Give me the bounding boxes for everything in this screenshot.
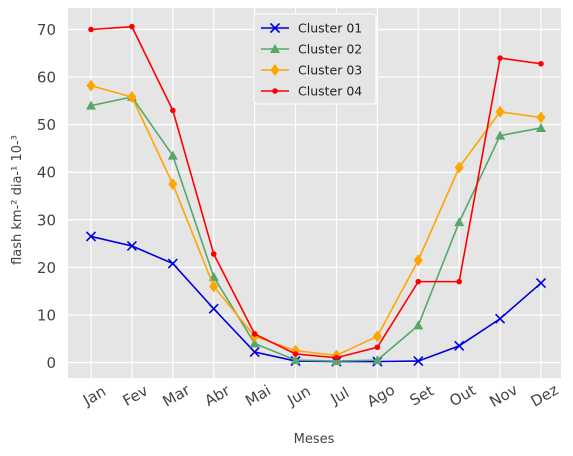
legend-item: Cluster 02 xyxy=(261,42,362,57)
y-tick-label: 0 xyxy=(46,354,56,372)
x-tick-label: Jan xyxy=(79,382,109,410)
data-point xyxy=(374,344,381,351)
x-tick-label: Set xyxy=(407,382,437,410)
data-point xyxy=(208,303,219,314)
y-tick-label: 30 xyxy=(37,211,56,229)
data-point xyxy=(167,150,178,160)
series-line xyxy=(90,96,542,362)
legend-marker xyxy=(272,88,278,94)
data-point xyxy=(495,313,506,324)
x-axis-label: Meses xyxy=(294,432,335,447)
data-point xyxy=(454,217,465,227)
data-point xyxy=(127,91,137,104)
data-point xyxy=(456,278,462,285)
series-line xyxy=(90,25,542,359)
data-point xyxy=(333,354,340,361)
data-point xyxy=(167,258,178,269)
series-layer xyxy=(85,23,547,367)
series-line xyxy=(90,84,542,357)
y-tick-label: 50 xyxy=(37,116,56,134)
x-tick-label: Abr xyxy=(201,381,233,410)
legend-label: Cluster 03 xyxy=(298,63,362,78)
y-axis-label: flash km-² dia-¹ 10-³ xyxy=(10,135,25,265)
legend: Cluster 01 Cluster 02 Cluster 03 Cluster 04 xyxy=(253,13,377,105)
data-point xyxy=(454,340,465,351)
x-tick-label: Ago xyxy=(364,381,398,411)
x-tick-label: Dez xyxy=(528,381,562,411)
data-point xyxy=(209,280,219,293)
data-point xyxy=(168,178,178,191)
x-tick-label: Mar xyxy=(160,380,194,410)
data-point xyxy=(536,122,546,132)
data-point xyxy=(495,130,506,140)
data-point xyxy=(454,161,464,174)
data-point xyxy=(413,254,423,267)
data-point xyxy=(415,278,422,285)
x-axis-ticks: Jan Fev Mar Abr Mai Jun Jul Ago Set Out Nov Dez xyxy=(79,380,561,410)
series-cluster-4 xyxy=(88,23,544,361)
x-tick-label: Out xyxy=(446,381,479,410)
y-tick-label: 10 xyxy=(37,306,56,324)
data-point xyxy=(170,107,176,114)
legend-label: Cluster 02 xyxy=(298,42,362,57)
legend-marker xyxy=(269,22,281,34)
y-tick-label: 70 xyxy=(37,21,56,39)
data-point xyxy=(538,60,544,67)
data-point xyxy=(535,277,547,289)
data-point xyxy=(88,26,94,33)
legend-label: Cluster 01 xyxy=(298,21,362,36)
x-tick-label: Fev xyxy=(120,381,152,410)
legend-item: Cluster 03 xyxy=(261,63,362,78)
legend-marker xyxy=(270,64,280,76)
data-point xyxy=(126,240,137,252)
y-axis-ticks: 0 10 20 30 40 50 60 70 xyxy=(37,21,56,372)
x-tick-label: Jul xyxy=(327,383,353,408)
data-point xyxy=(290,355,301,365)
data-point xyxy=(495,105,505,118)
data-point xyxy=(292,351,299,357)
legend-item: Cluster 04 xyxy=(261,84,362,99)
data-point xyxy=(85,231,97,242)
grid-lines xyxy=(68,8,561,378)
legend-marker xyxy=(270,44,280,53)
x-tick-label: Jun xyxy=(284,382,314,410)
data-point xyxy=(413,356,424,367)
series-cluster-3 xyxy=(86,79,546,362)
data-point xyxy=(129,23,135,30)
legend-box xyxy=(253,13,377,105)
data-point xyxy=(497,55,503,61)
data-point xyxy=(210,251,217,257)
data-point xyxy=(372,330,382,343)
data-point xyxy=(251,331,258,337)
data-point xyxy=(413,320,424,330)
data-point xyxy=(86,100,96,110)
data-point xyxy=(249,338,260,348)
x-tick-label: Nov xyxy=(486,380,520,410)
data-point xyxy=(86,79,96,92)
data-point xyxy=(249,346,260,358)
legend-label: Cluster 04 xyxy=(298,84,362,99)
data-point xyxy=(536,111,546,124)
y-tick-label: 60 xyxy=(37,69,56,87)
data-point xyxy=(372,355,383,365)
y-tick-label: 40 xyxy=(37,164,56,182)
x-tick-label: Mai xyxy=(242,381,274,410)
legend-item: Cluster 01 xyxy=(261,21,362,36)
y-tick-label: 20 xyxy=(37,259,56,277)
